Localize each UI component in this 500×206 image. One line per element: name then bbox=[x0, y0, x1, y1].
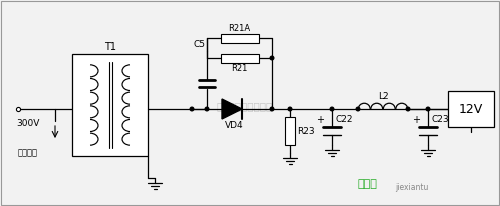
Text: T1: T1 bbox=[104, 42, 116, 52]
Text: 杭州将科技有限公司: 杭州将科技有限公司 bbox=[217, 101, 273, 111]
Bar bbox=[220, 54, 258, 62]
Text: R23: R23 bbox=[297, 126, 314, 136]
Circle shape bbox=[426, 107, 430, 111]
Text: 300V: 300V bbox=[16, 119, 40, 128]
Text: jiexiantu: jiexiantu bbox=[395, 184, 428, 192]
Text: 12V: 12V bbox=[459, 103, 483, 116]
Text: C22: C22 bbox=[335, 115, 352, 124]
Circle shape bbox=[406, 107, 410, 111]
Text: +: + bbox=[412, 115, 420, 125]
Bar bbox=[220, 34, 258, 42]
Text: R21: R21 bbox=[232, 63, 248, 73]
Polygon shape bbox=[222, 99, 242, 119]
Text: R21A: R21A bbox=[228, 23, 250, 33]
Text: C5: C5 bbox=[193, 40, 205, 49]
Circle shape bbox=[288, 107, 292, 111]
Bar bbox=[285, 117, 295, 145]
Circle shape bbox=[205, 107, 209, 111]
Text: VD4: VD4 bbox=[224, 121, 244, 130]
Text: 至开关管: 至开关管 bbox=[18, 148, 38, 157]
Circle shape bbox=[356, 107, 360, 111]
Circle shape bbox=[190, 107, 194, 111]
Bar bbox=[72, 54, 148, 156]
Circle shape bbox=[270, 107, 274, 111]
Text: L2: L2 bbox=[378, 92, 388, 101]
Text: +: + bbox=[316, 115, 324, 125]
Text: C23: C23 bbox=[431, 115, 448, 124]
Text: 接线图: 接线图 bbox=[358, 179, 378, 189]
Bar bbox=[448, 91, 494, 127]
Circle shape bbox=[270, 56, 274, 60]
Circle shape bbox=[330, 107, 334, 111]
